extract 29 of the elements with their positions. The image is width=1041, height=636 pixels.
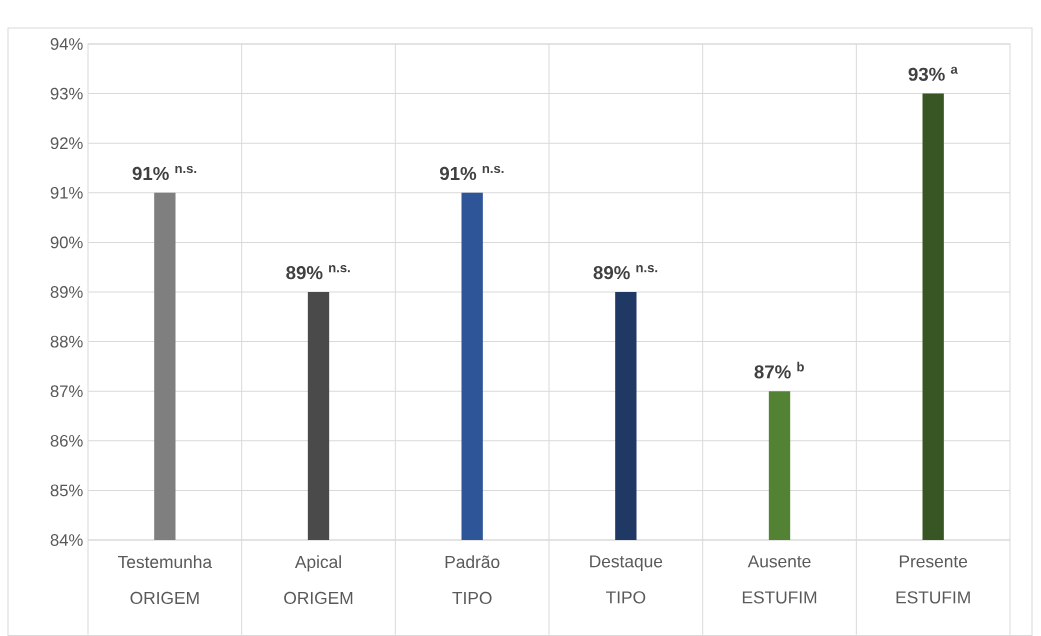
x-tick-label: Apical — [294, 555, 341, 572]
text: TIPO — [452, 591, 492, 605]
data-label: 89% $^{n.s.}$ — [593, 265, 658, 280]
x-tick-label: Presente — [899, 555, 968, 568]
x-tick-label: Destaque — [590, 555, 663, 571]
data-label: 89% $^{n.s.}$ — [286, 265, 350, 280]
data-label: 91% $^{n.s.}$ — [439, 165, 504, 181]
y-tick-label: 90% — [50, 236, 83, 249]
data-label: 93% $^{a}$ — [908, 66, 958, 81]
text: TIPO — [606, 591, 646, 604]
text: ESTUFIM — [896, 591, 970, 604]
text: ORIGEM — [284, 591, 353, 605]
data-label: 87% $^{b}$ — [754, 361, 804, 379]
y-tick-label: 94% — [50, 38, 83, 50]
y-tick-label: 87% — [50, 385, 83, 398]
y-tick-label: 86% — [50, 434, 83, 447]
x-tick-label: Padrão — [445, 555, 500, 569]
y-tick-label: 93% — [50, 87, 83, 100]
text: ORIGEM — [130, 591, 199, 605]
x-tick-label: Testemunha — [118, 555, 213, 569]
x-tick-label: Ausente — [747, 555, 811, 568]
text: ESTUFIM — [742, 591, 817, 604]
y-tick-label: 91% — [50, 186, 83, 199]
y-tick-label: 88% — [50, 335, 83, 348]
y-tick-label: 89% — [50, 286, 83, 298]
y-tick-label: 85% — [50, 484, 83, 497]
y-tick-label: 84% — [50, 534, 83, 546]
data-label: 91% $^{n.s.}$ — [132, 165, 197, 181]
y-tick-label: 92% — [50, 137, 83, 150]
